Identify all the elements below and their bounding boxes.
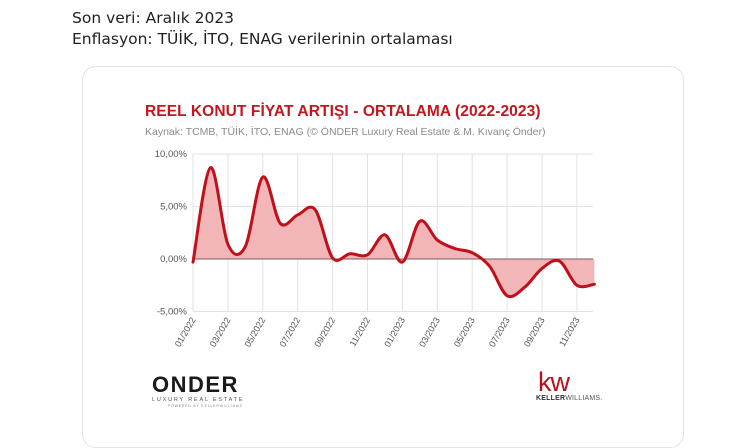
onder-logo-powered: POWERED BY KELLERWILLIAMS [168, 404, 243, 408]
x-tick-label: 03/2023 [417, 316, 442, 349]
x-tick-label: 07/2023 [487, 315, 512, 348]
onder-logo: ONDER LUXURY REAL ESTATE POWERED BY KELL… [152, 372, 245, 409]
keller-williams-logo: kw KELLERWILLIAMS. [536, 367, 603, 403]
x-tick-label: 09/2022 [312, 316, 337, 349]
x-tick-label: 03/2022 [208, 316, 233, 349]
real-house-price-chart: 10,00% 5,00% 0,00% -5,00%01/2022 03/2022 05/2… [155, 149, 596, 349]
y-tick-label: 5,00% [160, 202, 187, 213]
series-line [191, 166, 596, 299]
kw-logo-name: KELLERWILLIAMS. [536, 395, 603, 402]
x-tick-label: 07/2022 [277, 316, 302, 349]
kw-logo-mark: kw [538, 367, 570, 397]
y-tick-label: -5,00% [157, 307, 188, 318]
x-tick-label: 11/2023 [557, 316, 582, 349]
x-tick-label: 01/2023 [382, 316, 407, 349]
onder-logo-wordmark: ONDER [152, 372, 239, 397]
x-tick-label: 11/2022 [348, 316, 373, 349]
chart-title: REEL KONUT FİYAT ARTIŞI - ORTALAMA (2022… [145, 103, 541, 120]
onder-logo-tagline: LUXURY REAL ESTATE [152, 397, 245, 403]
y-tick-label: 0,00% [160, 254, 187, 265]
chart-subtitle: Kaynak: TCMB, TÜİK, İTO, ENAG (© ÖNDER L… [145, 126, 546, 138]
tweet-text: Son veri: Aralık 2023 Enflasyon: TÜİK, İ… [72, 8, 453, 50]
x-tick-label: 09/2023 [522, 316, 547, 349]
tweet-line-last-data: Son veri: Aralık 2023 [72, 9, 235, 27]
tweet-line-inflation: Enflasyon: TÜİK, İTO, ENAG verilerinin o… [72, 30, 453, 48]
x-tick-label: 05/2023 [452, 316, 477, 349]
x-tick-label: 05/2022 [243, 316, 268, 349]
y-tick-label: 10,00% [155, 149, 188, 160]
x-tick-label: 01/2022 [173, 316, 198, 349]
area-fill [193, 167, 595, 297]
